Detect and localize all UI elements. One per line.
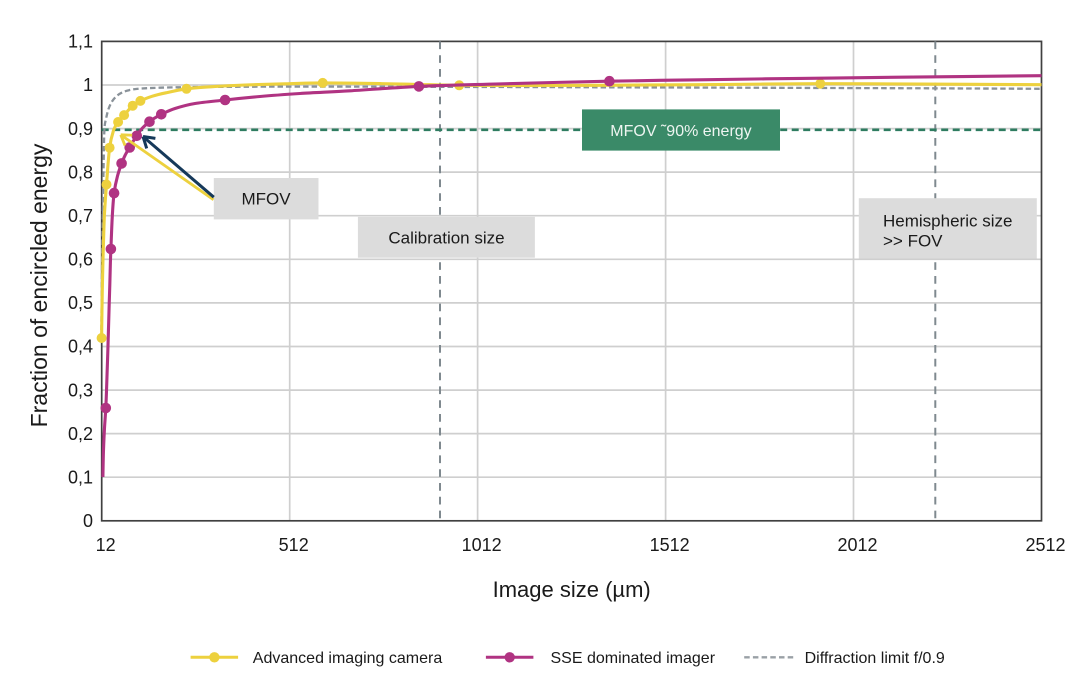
svg-text:512: 512 (279, 535, 309, 555)
svg-text:Calibration size: Calibration size (388, 229, 504, 248)
svg-text:0,8: 0,8 (68, 162, 93, 182)
svg-text:0,3: 0,3 (68, 380, 93, 400)
svg-text:MFOV ˜90% energy: MFOV ˜90% energy (610, 123, 751, 140)
svg-text:Advanced imaging camera: Advanced imaging camera (253, 650, 443, 667)
svg-text:0,2: 0,2 (68, 424, 93, 444)
svg-text:>> FOV: >> FOV (883, 232, 943, 251)
svg-text:1,1: 1,1 (68, 32, 93, 52)
svg-text:0,6: 0,6 (68, 250, 93, 270)
svg-text:2512: 2512 (1025, 535, 1065, 555)
svg-text:SSE dominated imager: SSE dominated imager (551, 650, 716, 667)
svg-text:Fraction of encircled energy: Fraction of encircled energy (26, 143, 52, 427)
svg-text:2012: 2012 (837, 535, 877, 555)
svg-text:Image size (µm): Image size (µm) (493, 577, 651, 602)
svg-text:0,7: 0,7 (68, 206, 93, 226)
svg-text:12: 12 (96, 535, 116, 555)
svg-text:1012: 1012 (462, 535, 502, 555)
svg-text:1512: 1512 (650, 535, 690, 555)
svg-text:1: 1 (83, 75, 93, 95)
svg-text:0,4: 0,4 (68, 337, 93, 357)
svg-text:Hemispheric size: Hemispheric size (883, 212, 1012, 231)
svg-text:MFOV: MFOV (241, 190, 291, 209)
svg-text:Diffraction limit f/0.9: Diffraction limit f/0.9 (805, 650, 945, 667)
svg-text:0,1: 0,1 (68, 467, 93, 487)
svg-text:0,9: 0,9 (68, 119, 93, 139)
svg-text:0: 0 (83, 511, 93, 531)
svg-text:0,5: 0,5 (68, 293, 93, 313)
